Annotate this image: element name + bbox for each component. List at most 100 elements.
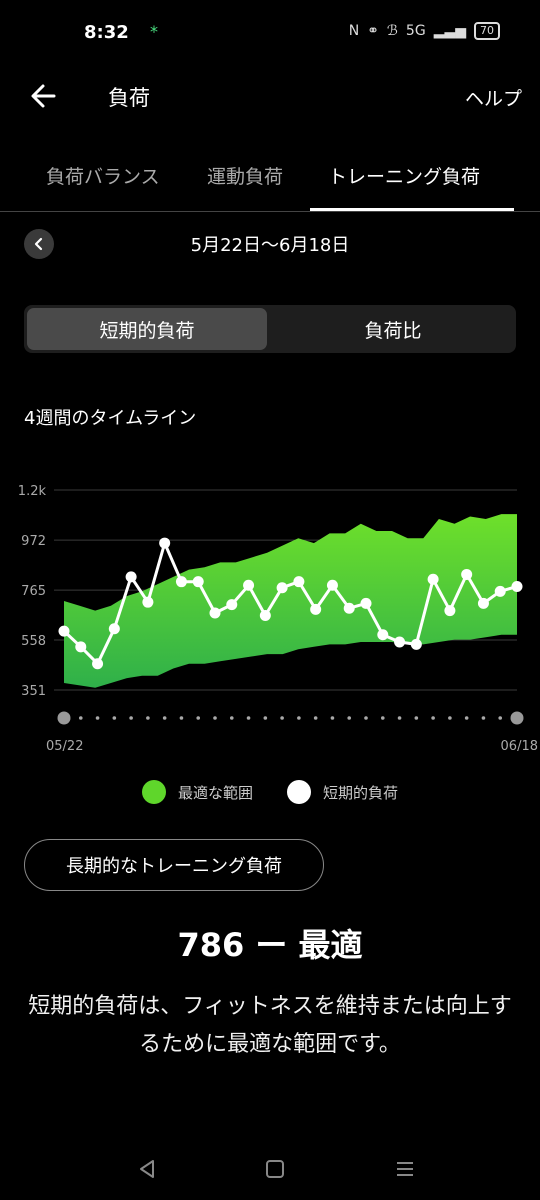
- optimal-range-band: [64, 514, 517, 688]
- timeline-dot: [297, 716, 301, 720]
- short-term-load-point: [192, 576, 204, 588]
- load-description: 短期的負荷は、フィットネスを維持または向上するために最適な範囲です。: [28, 994, 512, 1057]
- status-icons: N ⚭ ℬ 5G ▂▃▅ 70: [349, 22, 500, 40]
- current-load-value: 786 ー 最適: [177, 926, 363, 964]
- timeline-dot: [481, 716, 486, 720]
- tab-indicator: [310, 208, 514, 211]
- nav-back-icon[interactable]: [132, 1154, 162, 1184]
- short-term-load-point: [142, 596, 154, 608]
- timeline-dot: [330, 716, 335, 720]
- status-time: 8:32: [84, 22, 129, 43]
- chevron-left-icon: [34, 237, 43, 251]
- short-term-load-point: [243, 579, 255, 591]
- date-row: 5月22日〜6月18日: [0, 226, 540, 262]
- timeline-dot: [78, 716, 83, 720]
- timeline-dot: [213, 716, 217, 720]
- metric-segment-control: 短期的負荷 負荷比: [24, 305, 516, 353]
- back-arrow-icon[interactable]: [26, 78, 62, 114]
- segment-load-ratio[interactable]: 負荷比: [364, 319, 422, 342]
- timeline-dot: [129, 716, 133, 720]
- x-start-label: 05/22: [46, 739, 83, 754]
- date-range: 5月22日〜6月18日: [190, 235, 350, 256]
- tab-load-balance[interactable]: 負荷バランス: [46, 166, 160, 188]
- legend-short-term-load: 短期的負荷: [287, 778, 398, 806]
- legend-optimal-range: 最適な範囲: [141, 778, 253, 806]
- short-term-load-point: [477, 597, 489, 609]
- legend-short-term-swatch: [287, 780, 311, 804]
- short-term-load-point: [293, 576, 305, 588]
- short-term-load-point: [494, 585, 506, 597]
- short-term-load-point: [159, 537, 171, 549]
- timeline-dot: [146, 716, 150, 720]
- y-tick-label: 972: [21, 534, 46, 549]
- short-term-load-point: [461, 568, 473, 580]
- timeline-dot: [498, 716, 503, 720]
- short-term-load-point: [310, 603, 322, 615]
- status-bar: 8:32 * N ⚭ ℬ 5G ▂▃▅ 70: [0, 0, 540, 70]
- nav-menu-icon[interactable]: [390, 1154, 420, 1184]
- timeline-dot: [364, 716, 368, 720]
- tab-bar: 負荷バランス 運動負荷 トレーニング負荷: [0, 150, 540, 212]
- timeline-dot: [380, 716, 385, 720]
- previous-period-button[interactable]: [24, 229, 54, 259]
- tab-training-load[interactable]: トレーニング負荷: [328, 166, 481, 188]
- nfc-icon: N: [348, 23, 360, 39]
- timeline-dot: [431, 716, 435, 720]
- notification-icon: *: [150, 22, 158, 41]
- battery-icon: 70: [474, 22, 500, 40]
- short-term-load-line: [62, 541, 518, 666]
- timeline-dot: [263, 716, 268, 720]
- y-tick-label: 351: [21, 684, 46, 699]
- y-tick-label: 1.2k: [18, 484, 47, 499]
- y-tick-label: 765: [21, 584, 46, 599]
- short-term-load-point: [209, 607, 221, 619]
- short-term-load-point: [92, 658, 104, 670]
- short-term-load-point: [75, 641, 87, 653]
- timeline-dot: [229, 716, 234, 720]
- help-link[interactable]: ヘルプ: [464, 88, 522, 110]
- short-term-load-point: [343, 602, 355, 614]
- chart-legend: 最適な範囲 短期的負荷: [0, 778, 540, 806]
- x-end-label: 06/18: [501, 739, 538, 754]
- timeline-end-dot: [510, 711, 524, 725]
- short-term-load-point: [410, 638, 422, 650]
- timeline-dot: [246, 716, 251, 720]
- timeline-dot: [347, 716, 352, 720]
- timeline-dot: [196, 716, 201, 720]
- timeline-dot: [162, 716, 167, 720]
- timeline-dot: [464, 716, 469, 720]
- segment-short-term-load[interactable]: 短期的負荷: [27, 308, 267, 350]
- short-term-load-point: [427, 573, 439, 585]
- y-tick-label: 558: [21, 634, 46, 649]
- long-term-training-load-button[interactable]: 長期的なトレーニング負荷: [24, 839, 324, 891]
- timeline-dot: [95, 716, 100, 720]
- short-term-load-point: [276, 582, 288, 594]
- timeline-dot: [280, 716, 284, 720]
- timeline-dot: [397, 716, 402, 720]
- legend-optimal-label: 最適な範囲: [177, 783, 253, 802]
- timeline-dot: [448, 716, 452, 720]
- short-term-load-point: [108, 623, 120, 635]
- short-term-load-point: [226, 599, 238, 611]
- bluetooth-icon: ℬ: [386, 23, 398, 39]
- network-label: 5G: [405, 23, 426, 39]
- legend-optimal-swatch: [141, 780, 166, 804]
- legend-short-term-label: 短期的負荷: [323, 783, 399, 802]
- short-term-load-point: [326, 579, 338, 591]
- timeline-title: 4週間のタイムライン: [24, 408, 197, 429]
- system-nav-bar: [0, 1140, 540, 1200]
- short-term-load-point: [175, 576, 187, 588]
- short-term-load-point: [377, 629, 389, 641]
- app-bar: 負荷 ヘルプ: [0, 70, 540, 126]
- short-term-load-point: [394, 636, 406, 648]
- timeline-dot: [112, 716, 117, 720]
- timeline-dot: [313, 716, 318, 720]
- short-term-load-point: [58, 625, 70, 637]
- tab-exercise-load[interactable]: 運動負荷: [207, 166, 284, 188]
- timeline-end-dot: [57, 711, 71, 725]
- short-term-load-point: [125, 571, 137, 583]
- signal-icon: ▂▃▅: [433, 23, 466, 39]
- nav-home-icon[interactable]: [260, 1154, 290, 1184]
- short-term-load-point: [444, 605, 456, 617]
- short-term-load-point: [259, 609, 271, 621]
